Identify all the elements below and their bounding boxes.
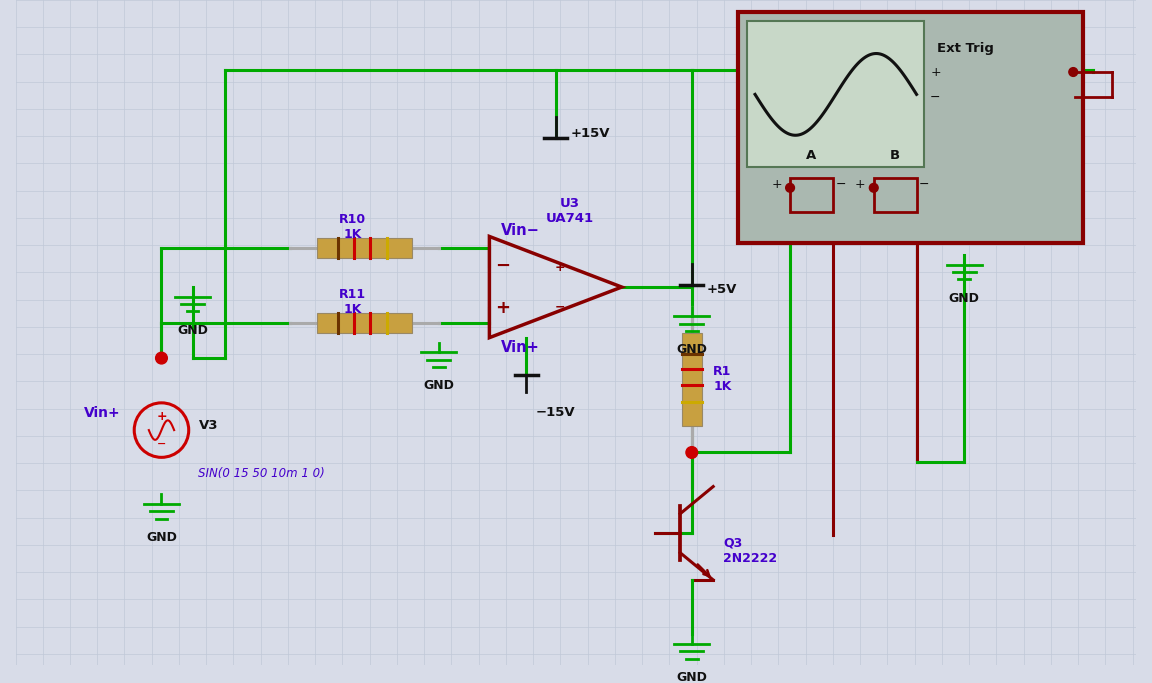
Text: B: B	[890, 149, 900, 162]
Text: R11
1K: R11 1K	[339, 288, 366, 316]
Text: +: +	[930, 66, 941, 79]
Text: +: +	[495, 299, 510, 318]
Text: R10
1K: R10 1K	[339, 212, 366, 240]
Text: Vin−: Vin−	[501, 223, 540, 238]
Text: +15V: +15V	[570, 127, 609, 140]
Text: +: +	[855, 178, 865, 191]
Text: −15V: −15V	[536, 406, 576, 419]
Text: Q3
2N2222: Q3 2N2222	[723, 537, 778, 565]
Circle shape	[685, 447, 698, 458]
Text: GND: GND	[177, 324, 209, 337]
Text: U3
UA741: U3 UA741	[546, 197, 594, 225]
Text: Ext Trig: Ext Trig	[937, 42, 994, 55]
Circle shape	[1069, 68, 1077, 76]
Bar	[317, 238, 412, 258]
Text: −: −	[835, 178, 846, 191]
Bar	[790, 178, 833, 212]
Text: +: +	[555, 261, 566, 274]
Text: −: −	[919, 178, 930, 191]
Text: −: −	[555, 300, 566, 313]
Text: GND: GND	[676, 671, 707, 683]
Bar	[317, 313, 412, 333]
Text: −: −	[495, 257, 510, 275]
Text: +5V: +5V	[706, 283, 737, 296]
Text: +: +	[771, 178, 782, 191]
Text: Vin+: Vin+	[501, 340, 540, 355]
Text: GND: GND	[949, 292, 979, 305]
Text: GND: GND	[146, 531, 177, 544]
Circle shape	[156, 352, 167, 364]
Bar	[682, 333, 702, 426]
Bar	[748, 21, 924, 167]
Text: Vin+: Vin+	[84, 406, 121, 419]
Text: GND: GND	[676, 344, 707, 357]
Circle shape	[870, 184, 878, 192]
Bar	[873, 178, 917, 212]
Text: −: −	[157, 438, 166, 449]
Text: A: A	[806, 149, 817, 162]
Circle shape	[786, 184, 795, 192]
Text: −: −	[930, 91, 941, 104]
Text: V3: V3	[198, 419, 218, 432]
Text: R1
1K: R1 1K	[713, 365, 732, 393]
Text: GND: GND	[423, 380, 454, 393]
Bar	[737, 12, 1083, 243]
Text: SIN(0 15 50 10m 1 0): SIN(0 15 50 10m 1 0)	[198, 467, 325, 480]
Text: +: +	[157, 410, 167, 423]
